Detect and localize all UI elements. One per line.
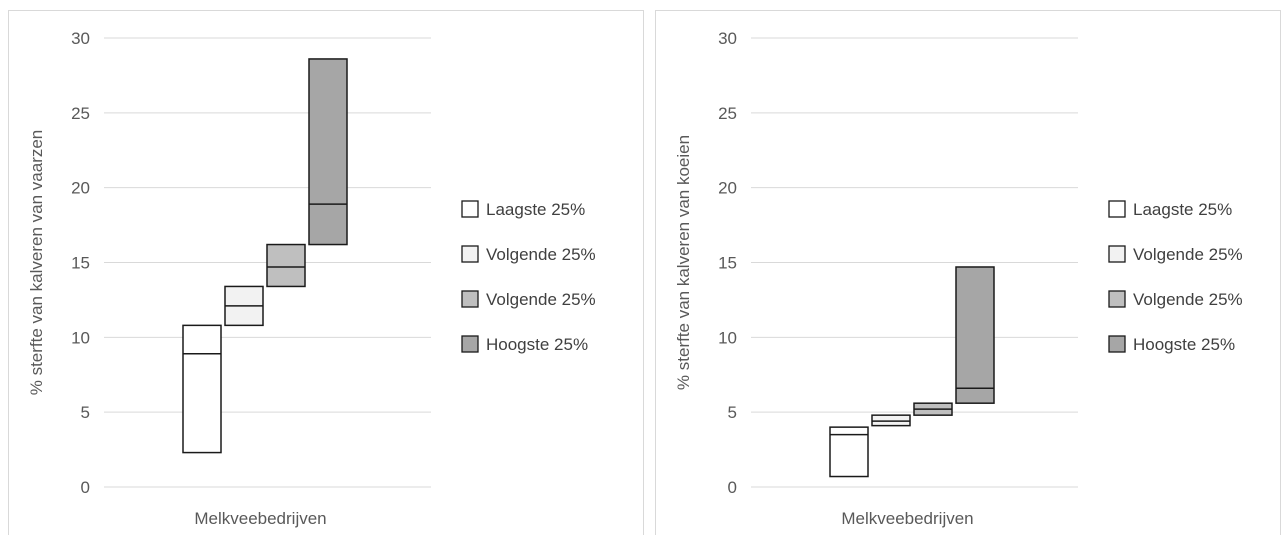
y-tick-label: 30 (71, 29, 90, 48)
y-tick-label: 25 (718, 104, 737, 123)
y-tick-label: 25 (71, 104, 90, 123)
box-4 (308, 58, 348, 246)
y-tick-label: 10 (71, 328, 90, 347)
y-tick-label: 15 (71, 254, 90, 273)
legend-label: Laagste 25% (1133, 200, 1232, 219)
y-axis-title: % sterfte van kalveren van vaarzen (27, 130, 46, 396)
y-tick-label: 0 (728, 478, 737, 497)
legend-swatch (1108, 290, 1126, 308)
box-1 (182, 324, 222, 454)
legend-label: Volgende 25% (1133, 245, 1243, 264)
legend-label: Volgende 25% (486, 245, 596, 264)
chart-panel-koeien: 0 5 10 15 20 25 30 % sterfte van kalveren van k… (655, 10, 1281, 535)
legend-label: Hoogste 25% (486, 335, 588, 354)
legend-swatch (461, 200, 479, 218)
y-tick-label: 5 (728, 403, 737, 422)
x-axis-title: Melkveebedrijven (841, 509, 973, 528)
legend-label: Laagste 25% (486, 200, 585, 219)
legend-swatch (461, 335, 479, 353)
chart-koeien: 0 5 10 15 20 25 30 % sterfte van kalveren van k… (674, 29, 1243, 528)
chart-panel-vaarzen: 0 5 10 15 20 25 30 % sterfte van kalveren van v… (8, 10, 644, 535)
legend-swatch (461, 290, 479, 308)
y-axis-title: % sterfte van kalveren van koeien (674, 135, 693, 390)
y-tick-label: 5 (81, 403, 90, 422)
legend-swatch (1108, 335, 1126, 353)
legend-swatch (461, 245, 479, 263)
legend-label: Volgende 25% (1133, 290, 1243, 309)
y-tick-label: 20 (71, 179, 90, 198)
legend-swatch (1108, 200, 1126, 218)
y-tick-label: 15 (718, 254, 737, 273)
chart-vaarzen: 0 5 10 15 20 25 30 % sterfte van kalveren van v… (27, 29, 596, 528)
x-axis-title: Melkveebedrijven (194, 509, 326, 528)
box-3 (266, 243, 306, 288)
y-tick-label: 0 (81, 478, 90, 497)
y-tick-label: 30 (718, 29, 737, 48)
y-tick-label: 10 (718, 328, 737, 347)
box-4 (955, 266, 995, 404)
legend-label: Volgende 25% (486, 290, 596, 309)
legend-label: Hoogste 25% (1133, 335, 1235, 354)
y-tick-label: 20 (718, 179, 737, 198)
legend-swatch (1108, 245, 1126, 263)
